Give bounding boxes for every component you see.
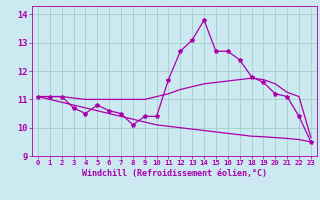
X-axis label: Windchill (Refroidissement éolien,°C): Windchill (Refroidissement éolien,°C): [82, 169, 267, 178]
